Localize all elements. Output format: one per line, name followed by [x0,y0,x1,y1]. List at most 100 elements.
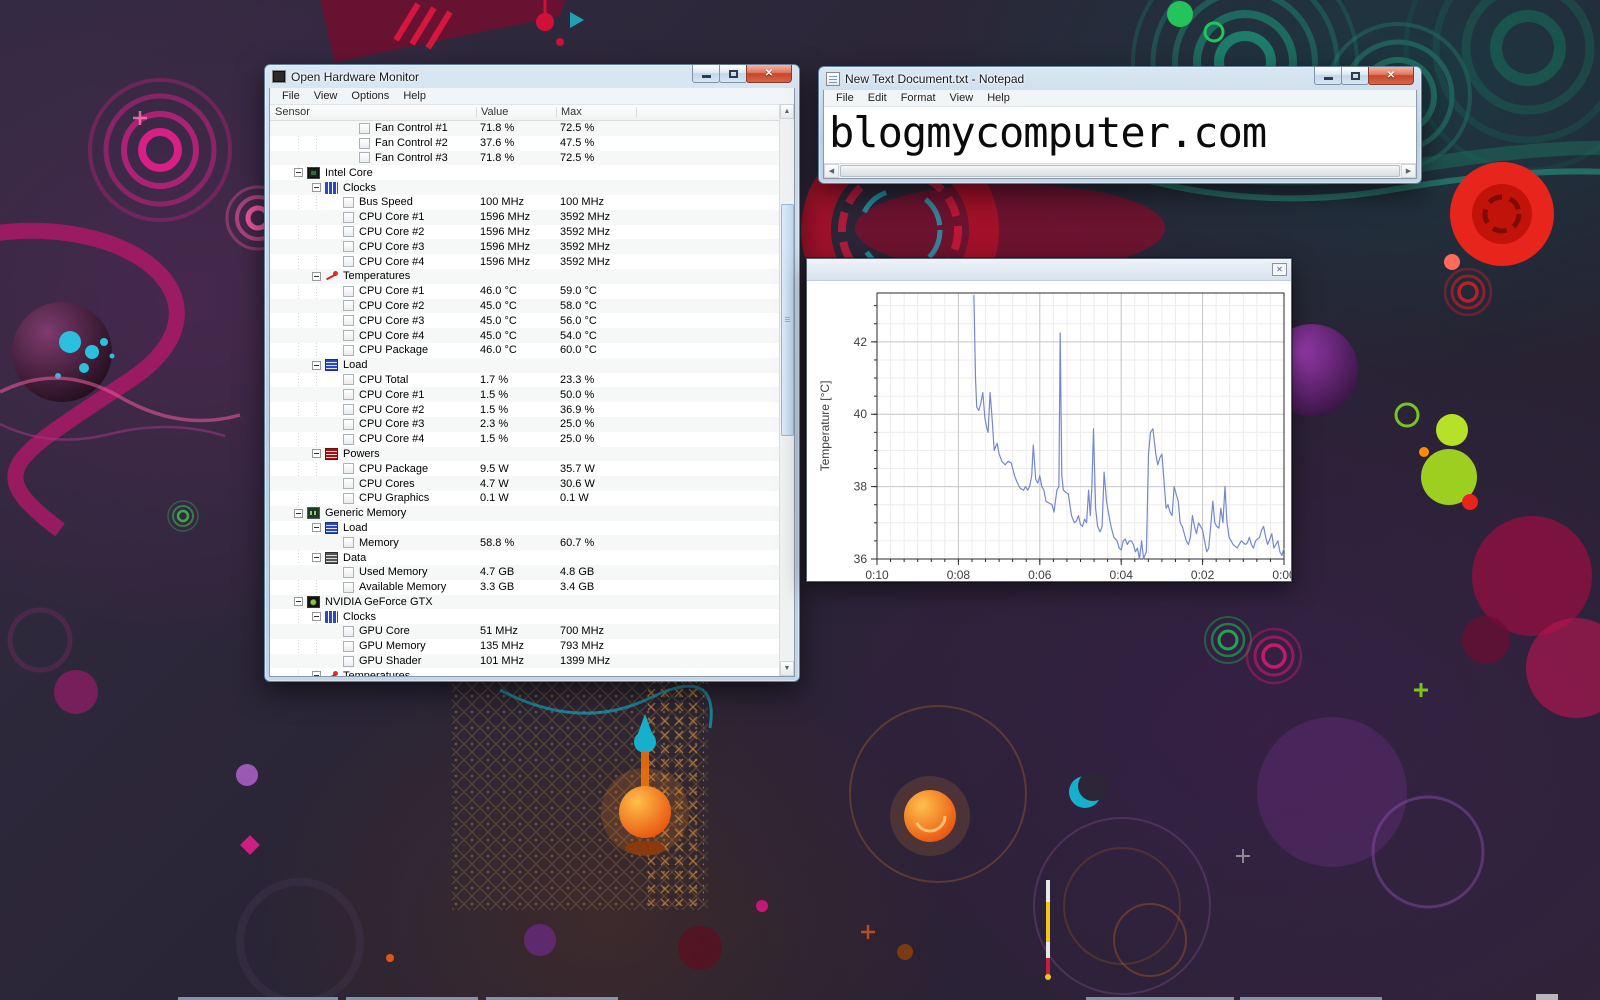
tree-row[interactable]: CPU Core #4 1596 MHz 3592 MHz [270,254,794,269]
text-area[interactable]: blogmycomputer.com [824,107,1416,163]
maximize-button[interactable] [1341,67,1369,85]
vertical-scrollbar[interactable]: ▲ ▼ [779,104,794,676]
collapse-icon[interactable] [312,671,321,676]
close-button[interactable]: ✕ [1368,67,1414,85]
tree-row[interactable]: CPU Cores 4.7 W 30.6 W [270,476,794,491]
tree-row[interactable]: Load [270,521,794,536]
sensor-checkbox[interactable] [343,211,354,223]
chart-close-button[interactable]: ✕ [1272,263,1287,276]
sensor-checkbox[interactable] [359,122,370,134]
sensor-checkbox[interactable] [343,315,354,327]
collapse-icon[interactable] [312,360,321,370]
tree-row[interactable]: CPU Core #1 1.5 % 50.0 % [270,387,794,403]
chart-titlebar[interactable]: ✕ [807,259,1291,281]
collapse-icon[interactable] [312,523,321,533]
scroll-up-icon[interactable]: ▲ [780,104,794,119]
column-value[interactable]: Value [481,106,509,118]
sensor-checkbox[interactable] [359,152,370,164]
sensor-checkbox[interactable] [343,640,354,652]
sensor-checkbox[interactable] [343,625,354,637]
tree-row[interactable]: Load [270,357,794,373]
tree-row[interactable]: Intel Core [270,165,794,180]
sensor-checkbox[interactable] [343,226,354,238]
menu-item-view[interactable]: View [949,92,974,104]
sensor-checkbox[interactable] [343,418,354,430]
tree-row[interactable]: Bus Speed 100 MHz 100 MHz [270,195,794,210]
tree-row[interactable]: Temperatures [270,668,794,676]
sensor-checkbox[interactable] [343,537,354,549]
scroll-right-icon[interactable]: ▶ [1401,164,1416,178]
collapse-icon[interactable] [294,508,303,518]
tree-row[interactable]: CPU Package 9.5 W 35.7 W [270,461,794,476]
sensor-checkbox[interactable] [343,404,354,416]
tree-row[interactable]: Available Memory 3.3 GB 3.4 GB [270,580,794,595]
tree-row[interactable]: CPU Package 46.0 °C 60.0 °C [270,343,794,358]
tree-row[interactable]: Powers [270,446,794,462]
scroll-down-icon[interactable]: ▼ [780,661,794,676]
tree-row[interactable]: CPU Core #3 45.0 °C 56.0 °C [270,313,794,328]
maximize-button[interactable] [719,65,747,83]
tree-row[interactable]: CPU Core #3 2.3 % 25.0 % [270,416,794,432]
sensor-checkbox[interactable] [343,196,354,208]
tree-row[interactable]: Data [270,550,794,565]
sensor-checkbox[interactable] [343,256,354,268]
tree-row[interactable]: CPU Core #2 45.0 °C 58.0 °C [270,298,794,314]
scrollbar-thumb[interactable] [781,204,794,436]
menu-item-format[interactable]: Format [900,92,936,104]
menu-item-file[interactable]: File [836,92,854,104]
collapse-icon[interactable] [294,597,303,607]
tree-row[interactable]: CPU Core #1 1596 MHz 3592 MHz [270,209,794,225]
sensor-checkbox[interactable] [359,137,370,149]
sensor-checkbox[interactable] [343,655,354,667]
ohm-titlebar[interactable]: Open Hardware Monitor ✕ [265,65,799,88]
tree-row[interactable]: CPU Core #4 45.0 °C 54.0 °C [270,328,794,343]
sensor-checkbox[interactable] [343,344,354,356]
tree-row[interactable]: Fan Control #3 71.8 % 72.5 % [270,150,794,166]
tree-row[interactable]: Memory 58.8 % 60.7 % [270,535,794,551]
tree-row[interactable]: CPU Core #4 1.5 % 25.0 % [270,432,794,447]
minimize-button[interactable] [692,65,720,83]
sensor-checkbox[interactable] [343,478,354,490]
minimize-button[interactable] [1314,67,1342,85]
collapse-icon[interactable] [312,553,321,562]
menu-item-help[interactable]: Help [403,90,426,102]
tree-row[interactable]: NVIDIA GeForce GTX [270,594,794,610]
close-button[interactable]: ✕ [746,65,792,83]
tree-row[interactable]: Used Memory 4.7 GB 4.8 GB [270,564,794,580]
scroll-left-icon[interactable]: ◀ [824,164,839,178]
tree-row[interactable]: Fan Control #1 71.8 % 72.5 % [270,121,794,136]
document-text[interactable]: blogmycomputer.com [829,108,1267,157]
tree-row[interactable]: Temperatures [270,268,794,284]
tree-row[interactable]: Clocks [270,180,794,195]
column-sensor[interactable]: Sensor [275,106,310,118]
tree-row[interactable]: CPU Graphics 0.1 W 0.1 W [270,491,794,506]
notepad-titlebar[interactable]: New Text Document.txt - Notepad ✕ [819,67,1421,90]
tree-row[interactable]: GPU Core 51 MHz 700 MHz [270,624,794,639]
tree-row[interactable]: CPU Core #2 1.5 % 36.9 % [270,402,794,417]
tree-row[interactable]: Clocks [270,609,794,624]
tree-row[interactable]: CPU Core #1 46.0 °C 59.0 °C [270,284,794,299]
column-max[interactable]: Max [561,106,582,118]
sensor-checkbox[interactable] [343,374,354,386]
menu-item-help[interactable]: Help [987,92,1010,104]
sensor-checkbox[interactable] [343,389,354,401]
scrollbar-thumb[interactable] [840,165,1400,177]
sensor-checkbox[interactable] [343,330,354,342]
sensor-checkbox[interactable] [343,300,354,312]
collapse-icon[interactable] [294,168,303,178]
collapse-icon[interactable] [312,449,321,459]
tree-row[interactable]: Fan Control #2 37.6 % 47.5 % [270,136,794,151]
sensor-checkbox[interactable] [343,285,354,297]
sensor-checkbox[interactable] [343,463,354,475]
menu-item-options[interactable]: Options [351,90,390,102]
sensor-checkbox[interactable] [343,566,354,578]
tree-row[interactable]: GPU Shader 101 MHz 1399 MHz [270,653,794,669]
collapse-icon[interactable] [312,612,321,622]
sensor-checkbox[interactable] [343,241,354,253]
sensor-checkbox[interactable] [343,581,354,593]
tree-row[interactable]: CPU Core #2 1596 MHz 3592 MHz [270,225,794,240]
tree-row[interactable]: GPU Memory 135 MHz 793 MHz [270,639,794,654]
tree-row[interactable]: Generic Memory [270,505,794,521]
menu-item-view[interactable]: View [313,90,338,102]
collapse-icon[interactable] [312,271,321,281]
